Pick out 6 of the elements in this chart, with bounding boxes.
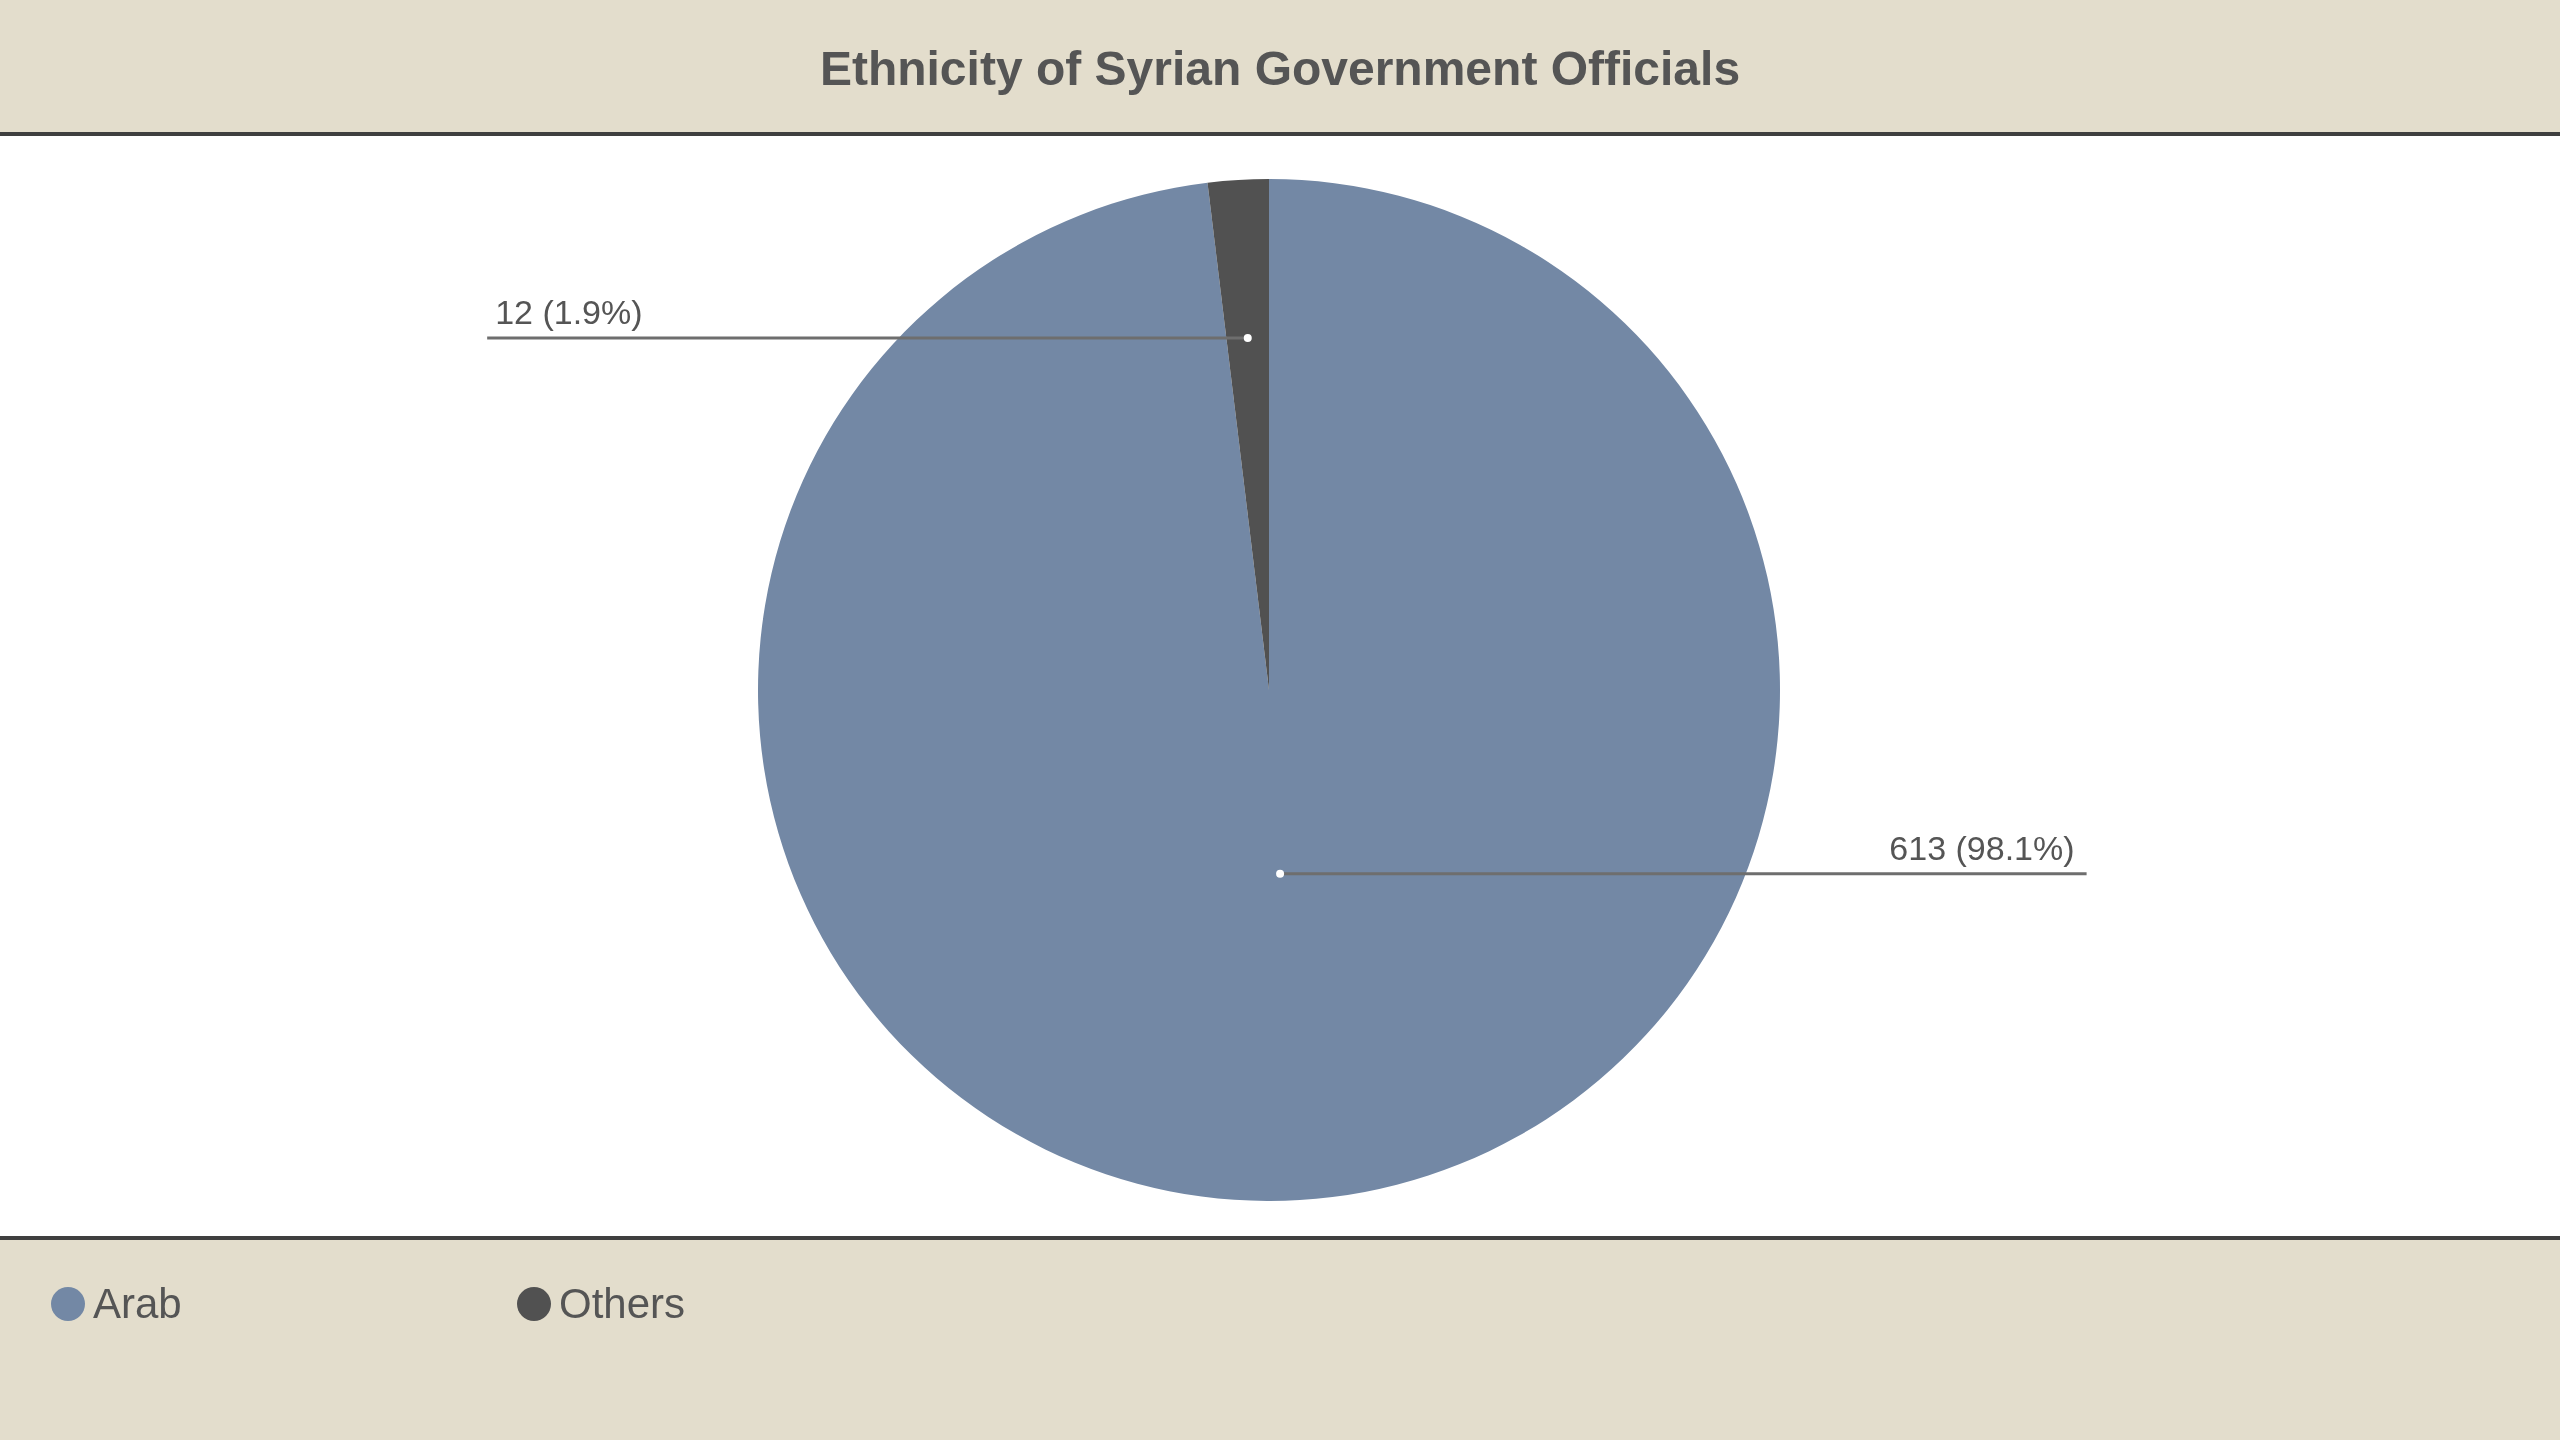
- legend-label: Arab: [93, 1280, 182, 1327]
- chart-title: Ethnicity of Syrian Government Officials: [819, 42, 1741, 95]
- data-label: 613 (98.1%): [1889, 828, 2075, 867]
- data-label: 12 (1.9%): [495, 293, 643, 332]
- legend-label: Others: [559, 1280, 686, 1327]
- pie-slice: [758, 179, 1780, 1201]
